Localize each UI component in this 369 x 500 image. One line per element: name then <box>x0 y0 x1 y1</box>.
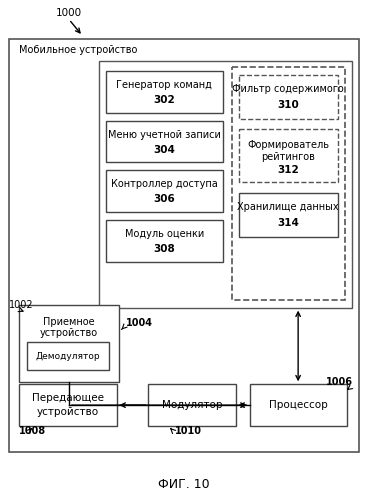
Bar <box>106 170 223 212</box>
Text: 312: 312 <box>277 166 299 175</box>
Text: 306: 306 <box>153 194 175 204</box>
Bar <box>9 39 359 452</box>
Text: Процессор: Процессор <box>269 400 328 410</box>
Bar <box>106 71 223 113</box>
Text: Модуль оценки: Модуль оценки <box>124 229 204 239</box>
Text: Хранилище данных: Хранилище данных <box>237 202 339 212</box>
Bar <box>239 194 338 237</box>
Text: 1002: 1002 <box>9 300 34 310</box>
Text: 308: 308 <box>153 244 175 254</box>
Text: Формирователь: Формирователь <box>247 140 329 149</box>
Text: рейтингов: рейтингов <box>261 152 315 162</box>
Bar <box>148 384 236 426</box>
Text: Контроллер доступа: Контроллер доступа <box>111 180 218 190</box>
Text: 314: 314 <box>277 218 299 228</box>
Text: Мобильное устройство: Мобильное устройство <box>19 45 138 55</box>
Text: 1000: 1000 <box>56 8 82 18</box>
Text: Генератор команд: Генератор команд <box>116 80 212 90</box>
Text: 1006: 1006 <box>326 378 353 388</box>
Text: Меню учетной записи: Меню учетной записи <box>108 130 221 140</box>
Text: Приемное: Приемное <box>43 316 95 326</box>
Text: Фильтр содержимого: Фильтр содержимого <box>232 84 344 94</box>
Bar <box>239 75 338 118</box>
Text: устройство: устройство <box>40 328 98 338</box>
Text: 1010: 1010 <box>175 426 202 436</box>
Text: устройство: устройство <box>37 407 99 417</box>
Bar <box>249 384 347 426</box>
Text: 302: 302 <box>153 95 175 105</box>
Bar <box>99 61 352 308</box>
Bar <box>19 384 117 426</box>
Text: 310: 310 <box>277 100 299 110</box>
Bar <box>106 220 223 262</box>
Text: ФИГ. 10: ФИГ. 10 <box>158 478 210 491</box>
Text: Демодулятор: Демодулятор <box>35 352 100 361</box>
Bar <box>27 342 108 370</box>
Bar <box>106 120 223 162</box>
Text: 1008: 1008 <box>19 426 46 436</box>
Text: Модулятор: Модулятор <box>162 400 222 410</box>
Text: 304: 304 <box>153 144 175 154</box>
Bar <box>232 67 345 300</box>
Text: 1004: 1004 <box>125 318 152 328</box>
Bar <box>19 304 118 382</box>
Bar <box>239 128 338 182</box>
Text: Передающее: Передающее <box>32 393 104 403</box>
